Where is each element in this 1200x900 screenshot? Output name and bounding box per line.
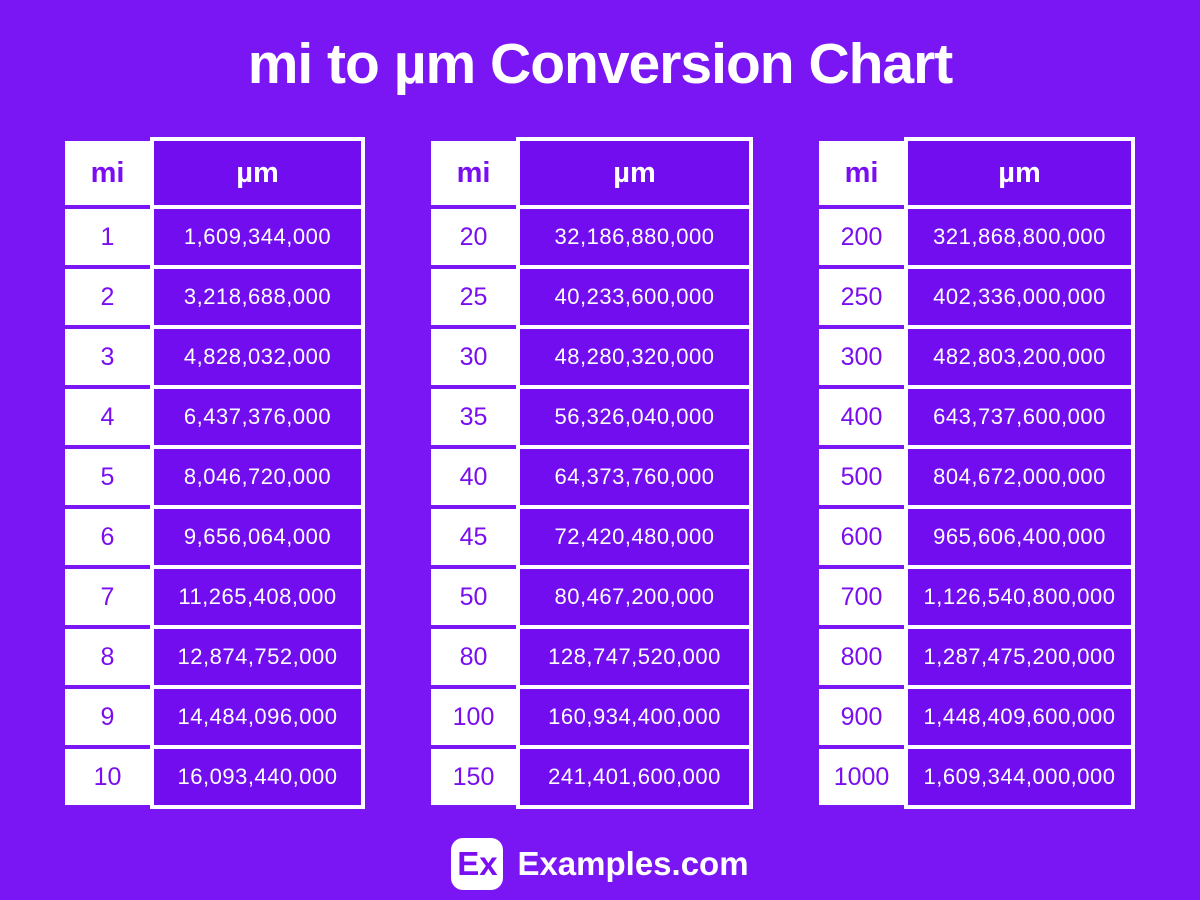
um-column: µm 1,609,344,000 3,218,688,000 4,828,032,00…: [150, 137, 365, 809]
um-header-cell: µm: [520, 141, 749, 205]
um-value-cell: 321,868,800,000: [908, 209, 1131, 265]
mi-value-cell: 40: [431, 449, 516, 505]
um-value-cell: 160,934,400,000: [520, 689, 749, 745]
um-value-cell: 128,747,520,000: [520, 629, 749, 685]
mi-value-cell: 150: [431, 749, 516, 805]
um-value-cell: 1,448,409,600,000: [908, 689, 1131, 745]
um-value-cell: 1,609,344,000,000: [908, 749, 1131, 805]
um-value-cell: 72,420,480,000: [520, 509, 749, 565]
mi-value-cell: 2: [65, 269, 150, 325]
mi-column: mi 200 250 300 400 500 600 700 800 900 1000: [819, 141, 904, 805]
mi-value-cell: 50: [431, 569, 516, 625]
mi-value-cell: 250: [819, 269, 904, 325]
um-value-cell: 1,126,540,800,000: [908, 569, 1131, 625]
um-value-cell: 12,874,752,000: [154, 629, 361, 685]
mi-value-cell: 25: [431, 269, 516, 325]
footer-site-name: Examples.com: [517, 845, 749, 882]
um-value-cell: 402,336,000,000: [908, 269, 1131, 325]
mi-value-cell: 800: [819, 629, 904, 685]
um-value-cell: 9,656,064,000: [154, 509, 361, 565]
um-column: µm 32,186,880,000 40,233,600,000 48,280,320…: [516, 137, 753, 809]
um-value-cell: 3,218,688,000: [154, 269, 361, 325]
um-header-cell: µm: [154, 141, 361, 205]
um-value-cell: 6,437,376,000: [154, 389, 361, 445]
mi-value-cell: 9: [65, 689, 150, 745]
um-value-cell: 804,672,000,000: [908, 449, 1131, 505]
mi-column: mi 20 25 30 35 40 45 50 80 100 150: [431, 141, 516, 805]
um-header-cell: µm: [908, 141, 1131, 205]
page-title: mi to µm Conversion Chart: [247, 32, 954, 96]
um-value-cell: 1,287,475,200,000: [908, 629, 1131, 685]
um-column: µm 321,868,800,000 402,336,000,000 482,803,…: [904, 137, 1135, 809]
mi-value-cell: 4: [65, 389, 150, 445]
mi-column: mi 1 2 3 4 5 6 7 8 9 10: [65, 141, 150, 805]
um-value-cell: 8,046,720,000: [154, 449, 361, 505]
um-value-cell: 643,737,600,000: [908, 389, 1131, 445]
mi-value-cell: 3: [65, 329, 150, 385]
conversion-table: mi 1 2 3 4 5 6 7 8 9 10 µm 1,609,344,000 3,218,688,00…: [65, 137, 365, 809]
mi-value-cell: 200: [819, 209, 904, 265]
conversion-table: mi 20 25 30 35 40 45 50 80 100 150 µm 32,186,880,000…: [431, 137, 753, 809]
mi-value-cell: 300: [819, 329, 904, 385]
mi-value-cell: 45: [431, 509, 516, 565]
um-value-cell: 32,186,880,000: [520, 209, 749, 265]
um-value-cell: 1,609,344,000: [154, 209, 361, 265]
examples-logo-icon: Ex: [451, 838, 504, 890]
mi-header-cell: mi: [819, 141, 904, 205]
mi-value-cell: 400: [819, 389, 904, 445]
mi-value-cell: 500: [819, 449, 904, 505]
um-value-cell: 48,280,320,000: [520, 329, 749, 385]
um-value-cell: 11,265,408,000: [154, 569, 361, 625]
um-value-cell: 56,326,040,000: [520, 389, 749, 445]
um-value-cell: 40,233,600,000: [520, 269, 749, 325]
mi-header-cell: mi: [65, 141, 150, 205]
mi-value-cell: 7: [65, 569, 150, 625]
mi-value-cell: 30: [431, 329, 516, 385]
footer-logo: Ex Examples.com: [0, 838, 1200, 890]
conversion-tables: mi 1 2 3 4 5 6 7 8 9 10 µm 1,609,344,000 3,218,688,00…: [0, 137, 1200, 809]
um-value-cell: 64,373,760,000: [520, 449, 749, 505]
mi-value-cell: 35: [431, 389, 516, 445]
mi-value-cell: 6: [65, 509, 150, 565]
mi-value-cell: 900: [819, 689, 904, 745]
um-value-cell: 241,401,600,000: [520, 749, 749, 805]
mi-value-cell: 1: [65, 209, 150, 265]
mi-value-cell: 100: [431, 689, 516, 745]
mi-value-cell: 5: [65, 449, 150, 505]
mi-value-cell: 80: [431, 629, 516, 685]
um-value-cell: 14,484,096,000: [154, 689, 361, 745]
um-value-cell: 482,803,200,000: [908, 329, 1131, 385]
um-value-cell: 965,606,400,000: [908, 509, 1131, 565]
mi-value-cell: 700: [819, 569, 904, 625]
mi-value-cell: 1000: [819, 749, 904, 805]
mi-header-cell: mi: [431, 141, 516, 205]
conversion-table: mi 200 250 300 400 500 600 700 800 900 1000 µm 321,8…: [819, 137, 1135, 809]
um-value-cell: 4,828,032,000: [154, 329, 361, 385]
mi-value-cell: 20: [431, 209, 516, 265]
mi-value-cell: 600: [819, 509, 904, 565]
um-value-cell: 80,467,200,000: [520, 569, 749, 625]
mi-value-cell: 10: [65, 749, 150, 805]
um-value-cell: 16,093,440,000: [154, 749, 361, 805]
mi-value-cell: 8: [65, 629, 150, 685]
